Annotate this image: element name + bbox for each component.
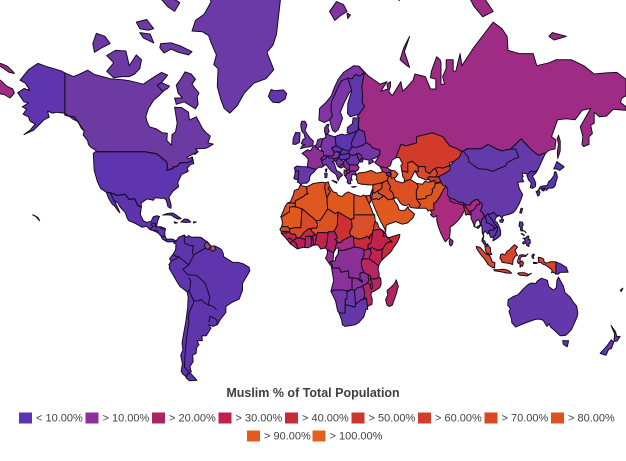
svg-text:> 90.00%: > 90.00% — [264, 431, 311, 443]
svg-text:> 100.00%: > 100.00% — [330, 431, 383, 443]
svg-text:> 70.00%: > 70.00% — [502, 413, 549, 425]
svg-text:> 10.00%: > 10.00% — [103, 413, 150, 425]
svg-text:> 60.00%: > 60.00% — [435, 413, 482, 425]
svg-text:< 10.00%: < 10.00% — [36, 413, 83, 425]
svg-text:> 80.00%: > 80.00% — [568, 413, 615, 425]
svg-text:Muslim % of Total Population: Muslim % of Total Population — [226, 386, 399, 400]
svg-text:> 50.00%: > 50.00% — [369, 413, 416, 425]
svg-text:> 40.00%: > 40.00% — [302, 413, 349, 425]
svg-text:> 20.00%: > 20.00% — [169, 413, 216, 425]
svg-text:> 30.00%: > 30.00% — [236, 413, 283, 425]
